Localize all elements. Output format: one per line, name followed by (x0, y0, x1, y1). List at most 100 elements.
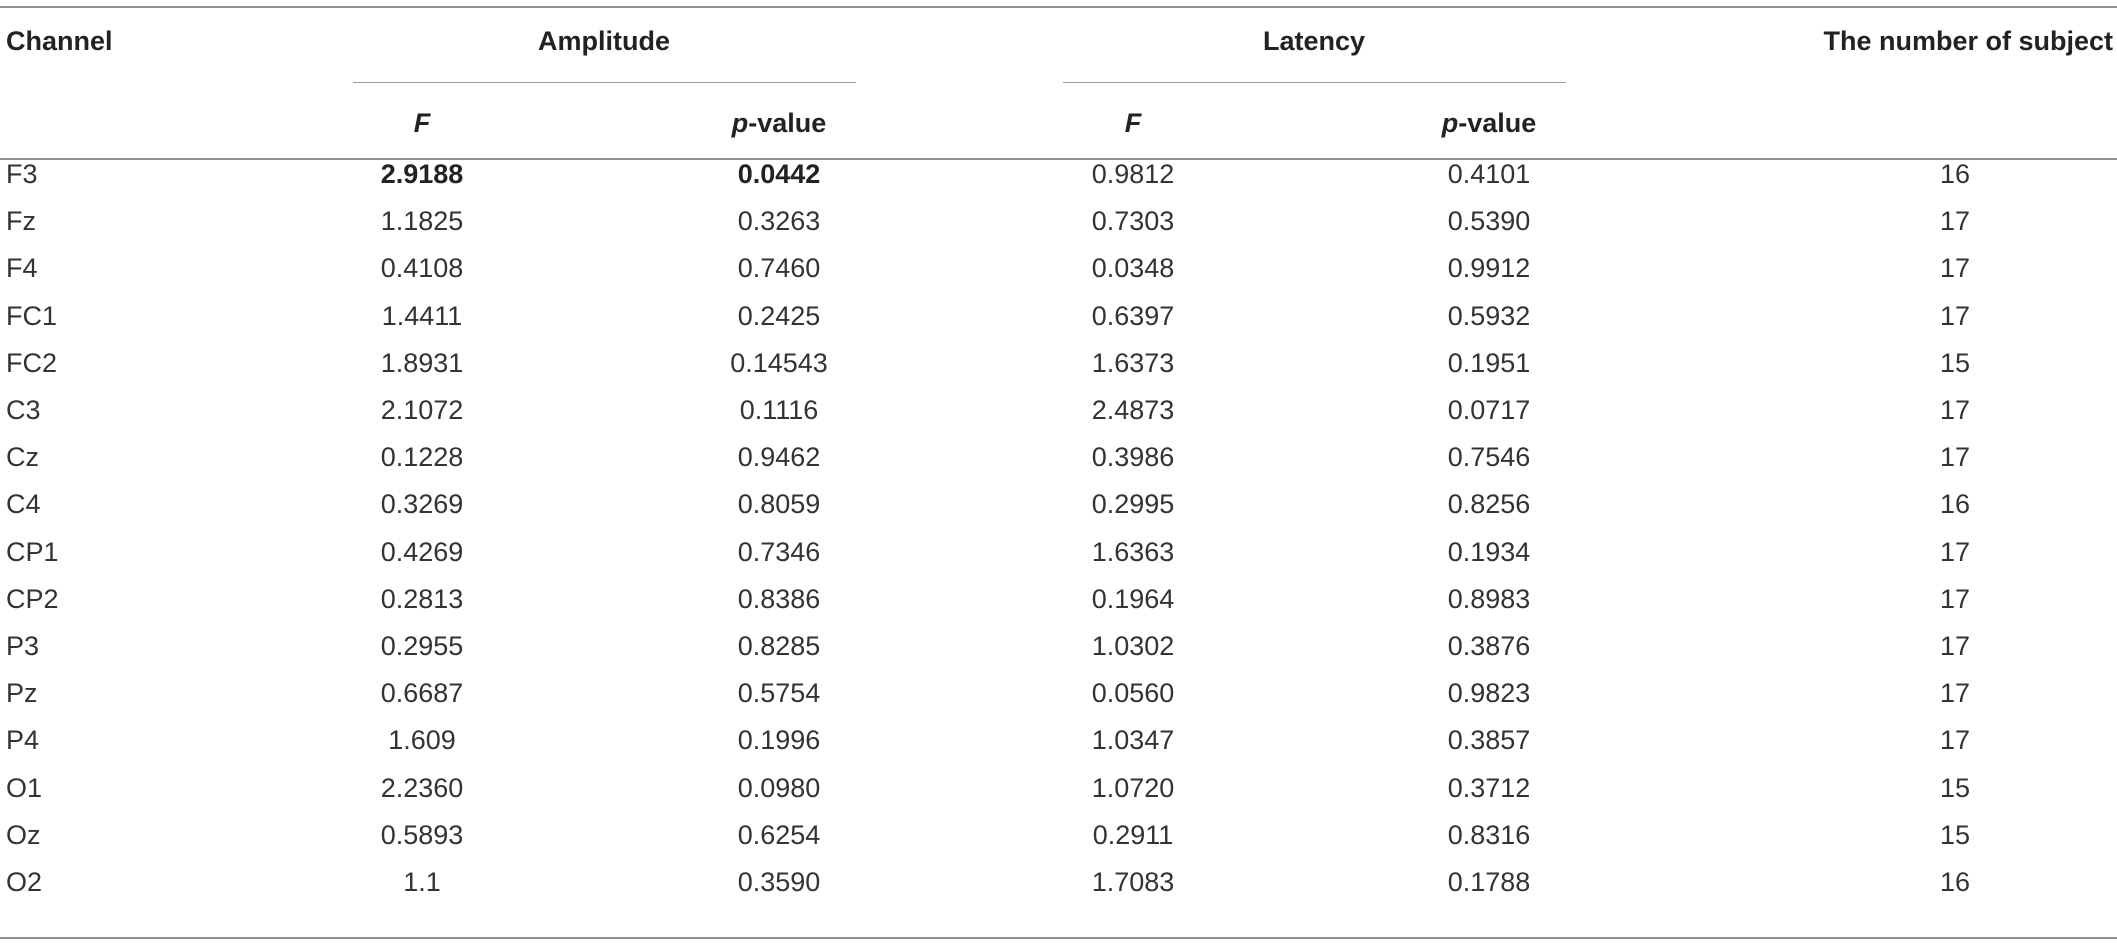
cell-latency-p: 0.8983 (1447, 583, 1531, 614)
cell-number-of-subject: 16 (1939, 867, 1971, 897)
p-letter: p (1441, 108, 1459, 138)
cell-amplitude-f: 0.3269 (380, 489, 464, 520)
header-latency: Latency (1262, 26, 1366, 56)
cell-amplitude-p: 0.1996 (737, 725, 821, 756)
cell-number-of-subject: 15 (1939, 819, 1971, 850)
cell-number-of-subject: 16 (1939, 489, 1971, 520)
cell-latency-p: 0.1951 (1447, 347, 1531, 378)
cell-latency-p: 0.0717 (1447, 395, 1531, 425)
cell-amplitude-f: 1.609 (388, 725, 456, 756)
header-latency-p-value: p-value (1442, 103, 1537, 143)
amplitude-underline (353, 82, 856, 83)
cell-latency-p: 0.8316 (1447, 819, 1531, 850)
cell-latency-f: 1.0302 (1091, 631, 1175, 661)
cell-amplitude-f: 2.9188 (380, 159, 464, 189)
cell-latency-p: 0.9823 (1447, 678, 1531, 709)
cell-number-of-subject: 15 (1939, 772, 1971, 803)
cell-latency-f: 0.1964 (1091, 583, 1175, 614)
cell-latency-p: 0.5932 (1447, 300, 1531, 331)
header-amplitude-p-value: p-value (732, 103, 827, 143)
cell-amplitude-p: 0.1116 (739, 395, 819, 425)
cell-number-of-subject: 17 (1939, 536, 1971, 567)
cell-latency-f: 0.7303 (1091, 206, 1175, 237)
cell-channel: Cz (6, 442, 39, 473)
cell-latency-f: 1.6373 (1091, 347, 1175, 378)
cell-amplitude-f: 0.5893 (380, 819, 464, 850)
cell-channel: CP1 (6, 536, 59, 567)
cell-latency-p: 0.3876 (1447, 631, 1531, 661)
cell-latency-p: 0.1788 (1447, 867, 1531, 897)
cell-amplitude-f: 1.4411 (381, 300, 463, 331)
cell-number-of-subject: 17 (1939, 300, 1971, 331)
cell-latency-p: 0.3857 (1447, 725, 1531, 756)
cell-number-of-subject: 15 (1939, 347, 1971, 378)
cell-amplitude-f: 0.6687 (380, 678, 464, 709)
cell-amplitude-f: 0.2955 (380, 631, 464, 661)
cell-latency-f: 0.3986 (1091, 442, 1175, 473)
cell-channel: F4 (6, 253, 38, 284)
cell-latency-f: 0.0560 (1091, 678, 1175, 709)
cell-number-of-subject: 17 (1939, 631, 1971, 661)
header-channel: Channel (6, 26, 113, 56)
cell-amplitude-f: 1.1825 (380, 206, 464, 237)
cell-channel: FC2 (6, 347, 58, 378)
cell-channel: O1 (6, 772, 43, 803)
value-suffix: -value (1458, 108, 1537, 138)
cell-channel: Pz (6, 678, 38, 709)
cell-amplitude-p: 0.3590 (737, 867, 821, 897)
cell-amplitude-f: 0.4108 (380, 253, 464, 284)
cell-amplitude-p: 0.5754 (737, 678, 821, 709)
cell-amplitude-f: 0.1228 (380, 442, 464, 473)
cell-latency-f: 0.2995 (1091, 489, 1175, 520)
cell-latency-p: 0.5390 (1447, 206, 1531, 237)
cell-latency-p: 0.7546 (1447, 442, 1531, 473)
cell-amplitude-p: 0.9462 (737, 442, 821, 473)
cell-amplitude-p: 0.0980 (737, 772, 821, 803)
header-bottom-rule (0, 158, 2117, 160)
cell-amplitude-p: 0.8059 (737, 489, 821, 520)
cell-latency-p: 0.9912 (1447, 253, 1531, 284)
cell-latency-f: 0.6397 (1091, 300, 1175, 331)
cell-amplitude-p: 0.8386 (737, 583, 821, 614)
cell-latency-f: 1.0720 (1091, 772, 1175, 803)
header-latency-f: F (1124, 108, 1142, 138)
cell-channel: CP2 (6, 583, 59, 614)
cell-channel: P3 (6, 631, 40, 661)
cell-amplitude-p: 0.2425 (737, 300, 821, 331)
cell-channel: Oz (6, 819, 41, 850)
header-number-of-subject: The number of subject (1823, 26, 2113, 56)
cell-channel: O2 (6, 867, 43, 897)
cell-amplitude-p: 0.6254 (737, 819, 821, 850)
cell-number-of-subject: 17 (1939, 678, 1971, 709)
cell-amplitude-p: 0.7346 (737, 536, 821, 567)
cell-channel: C4 (6, 489, 41, 520)
cell-amplitude-p: 0.0442 (737, 159, 821, 189)
cell-amplitude-p: 0.7460 (737, 253, 821, 284)
cell-channel: FC1 (6, 300, 58, 331)
cell-latency-f: 1.7083 (1091, 867, 1175, 897)
cell-latency-p: 0.3712 (1447, 772, 1531, 803)
cell-latency-f: 2.4873 (1091, 395, 1175, 425)
cell-number-of-subject: 17 (1939, 725, 1971, 756)
cell-amplitude-f: 0.2813 (380, 583, 464, 614)
bottom-rule (0, 937, 2117, 939)
cell-number-of-subject: 16 (1939, 159, 1971, 189)
cell-channel: Fz (6, 206, 36, 237)
cell-latency-f: 1.6363 (1091, 536, 1175, 567)
cell-number-of-subject: 17 (1939, 253, 1971, 284)
cell-amplitude-f: 2.1072 (380, 395, 464, 425)
cell-amplitude-f: 1.8931 (380, 347, 464, 378)
cell-amplitude-f: 0.4269 (380, 536, 464, 567)
cell-latency-f: 1.0347 (1091, 725, 1175, 756)
cell-latency-f: 0.2911 (1092, 819, 1174, 850)
cell-amplitude-p: 0.3263 (737, 206, 821, 237)
top-rule (0, 6, 2117, 8)
cell-channel: F3 (6, 159, 38, 189)
cell-number-of-subject: 17 (1939, 442, 1971, 473)
cell-channel: P4 (6, 725, 40, 756)
value-suffix: -value (748, 108, 827, 138)
cell-number-of-subject: 17 (1939, 395, 1971, 425)
latency-underline (1063, 82, 1566, 83)
cell-latency-p: 0.1934 (1447, 536, 1531, 567)
cell-amplitude-p: 0.14543 (730, 347, 828, 378)
